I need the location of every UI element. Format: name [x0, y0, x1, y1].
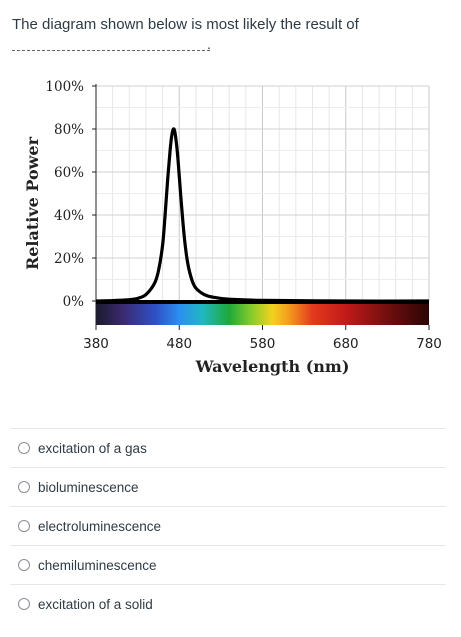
- answer-label: electroluminescence: [38, 518, 162, 534]
- radio-button[interactable]: [18, 559, 30, 571]
- answer-blank: [12, 42, 210, 51]
- x-tick-label: 780: [416, 336, 442, 352]
- answer-label: excitation of a gas: [38, 440, 147, 456]
- y-tick-label: 100%: [45, 79, 84, 95]
- visible-spectrum-bar: [96, 301, 429, 325]
- answer-option-5[interactable]: excitation of a solid: [10, 584, 446, 623]
- x-tick-label: 380: [83, 336, 109, 352]
- blank-period: .: [207, 36, 211, 52]
- answer-option-3[interactable]: electroluminescence: [10, 506, 446, 545]
- answer-label: bioluminescence: [38, 479, 139, 495]
- series-line: [95, 127, 430, 303]
- y-tick-label: 80%: [54, 122, 84, 138]
- radio-button[interactable]: [18, 598, 30, 610]
- radio-button[interactable]: [18, 520, 30, 532]
- radio-button[interactable]: [18, 481, 30, 493]
- x-tick-label: 680: [333, 336, 359, 352]
- x-tick-label: 580: [250, 336, 276, 352]
- spectrum-chart: 0% 20% 40% 60% 80% 100% 380 480 580 680 780 Wavele…: [23, 79, 442, 376]
- y-tick-label: 60%: [54, 165, 84, 181]
- answer-label: excitation of a solid: [38, 596, 153, 612]
- x-tick-label: 480: [166, 336, 192, 352]
- y-axis-label: Relative Power: [23, 136, 42, 270]
- question-text: The diagram shown below is most likely t…: [12, 16, 359, 33]
- y-tick-label: 40%: [54, 208, 84, 224]
- answer-option-4[interactable]: chemiluminescence: [10, 545, 446, 584]
- radio-button[interactable]: [18, 442, 30, 454]
- chart-ticks: 0% 20% 40% 60% 80% 100% 380 480 580 680 780: [45, 79, 442, 352]
- answer-list: excitation of a gas bioluminescence elec…: [10, 428, 446, 623]
- answer-option-2[interactable]: bioluminescence: [10, 467, 446, 506]
- y-tick-label: 0%: [63, 294, 85, 310]
- answer-option-1[interactable]: excitation of a gas: [10, 428, 446, 467]
- chart-grid: [95, 85, 430, 302]
- y-tick-label: 20%: [54, 251, 84, 267]
- x-axis-label: Wavelength (nm): [195, 357, 350, 376]
- answer-label: chemiluminescence: [38, 557, 157, 573]
